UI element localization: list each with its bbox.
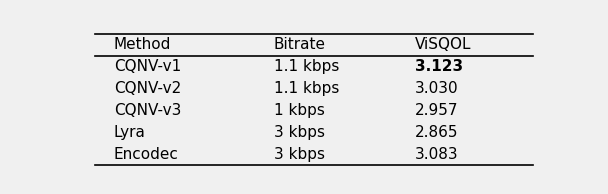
Text: Bitrate: Bitrate: [274, 37, 326, 52]
Text: 1 kbps: 1 kbps: [274, 103, 325, 118]
Text: 3 kbps: 3 kbps: [274, 125, 325, 140]
Text: Lyra: Lyra: [114, 125, 145, 140]
Text: 3 kbps: 3 kbps: [274, 147, 325, 162]
Text: Encodec: Encodec: [114, 147, 179, 162]
Text: 3.083: 3.083: [415, 147, 459, 162]
Text: CQNV-v2: CQNV-v2: [114, 81, 181, 96]
Text: CQNV-v1: CQNV-v1: [114, 59, 181, 74]
Text: 1.1 kbps: 1.1 kbps: [274, 59, 339, 74]
Text: 1.1 kbps: 1.1 kbps: [274, 81, 339, 96]
Text: CQNV-v3: CQNV-v3: [114, 103, 181, 118]
Text: ViSQOL: ViSQOL: [415, 37, 472, 52]
Text: Method: Method: [114, 37, 171, 52]
Text: 3.030: 3.030: [415, 81, 459, 96]
Text: 3.123: 3.123: [415, 59, 463, 74]
Text: 2.865: 2.865: [415, 125, 459, 140]
Text: 2.957: 2.957: [415, 103, 459, 118]
